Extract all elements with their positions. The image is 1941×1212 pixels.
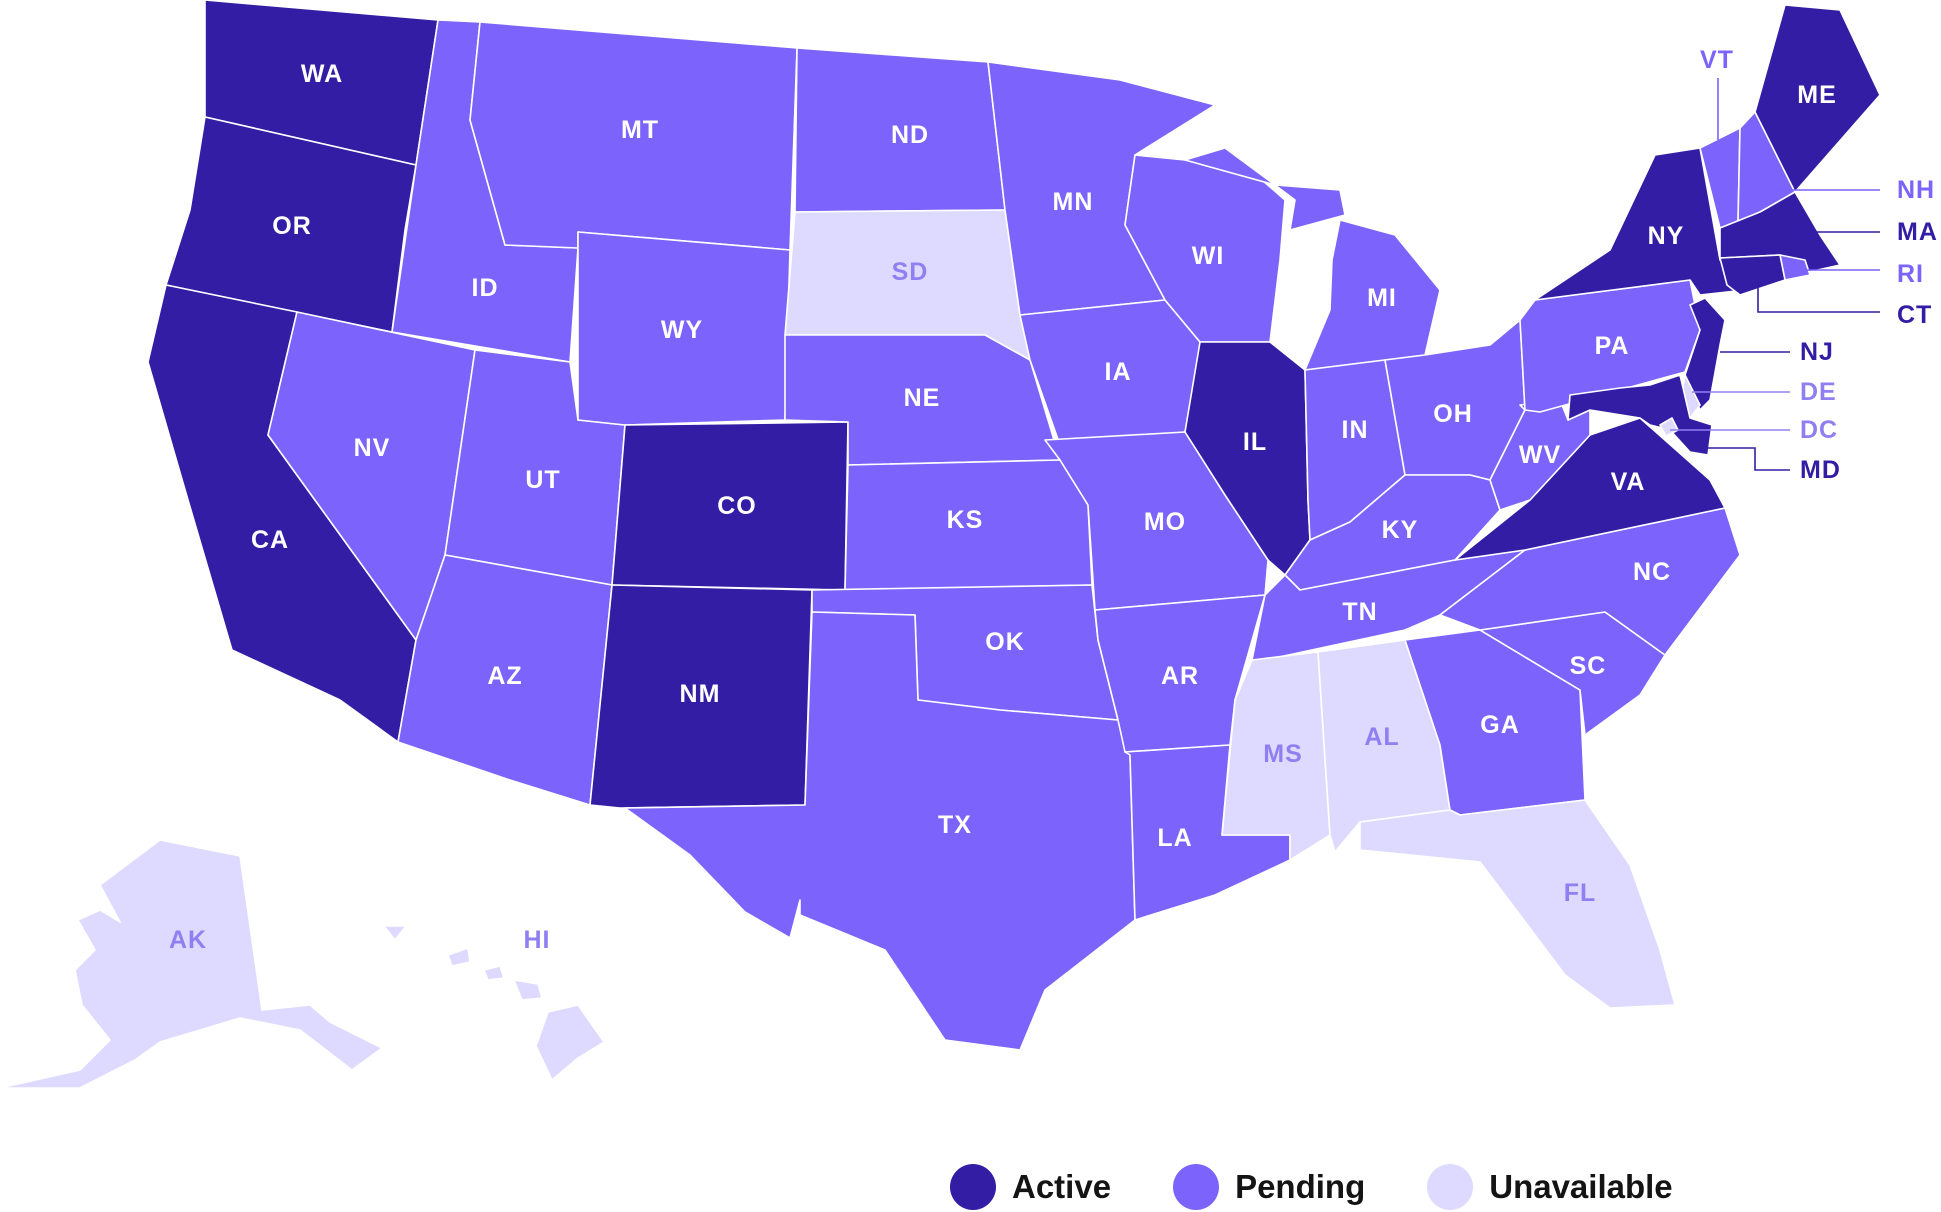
label-az: AZ bbox=[487, 662, 522, 690]
legend-swatch-active bbox=[950, 1164, 996, 1210]
state-me[interactable] bbox=[1754, 4, 1881, 193]
label-co: CO bbox=[717, 492, 757, 520]
state-wy[interactable] bbox=[577, 231, 791, 426]
label-oh: OH bbox=[1433, 400, 1473, 428]
label-ks: KS bbox=[947, 506, 984, 534]
label-ri: RI bbox=[1897, 260, 1924, 288]
label-ny: NY bbox=[1648, 222, 1685, 250]
label-nc: NC bbox=[1633, 558, 1671, 586]
legend-swatch-pending bbox=[1173, 1164, 1220, 1210]
label-ms: MS bbox=[1263, 740, 1303, 768]
label-me: ME bbox=[1797, 81, 1837, 109]
label-hi: HI bbox=[524, 926, 551, 954]
state-ct[interactable] bbox=[1719, 254, 1786, 296]
label-nm: NM bbox=[680, 680, 721, 708]
label-ut: UT bbox=[525, 466, 560, 494]
state-tx[interactable] bbox=[624, 611, 1136, 1051]
label-id: ID bbox=[472, 274, 499, 302]
legend-label-pending: Pending bbox=[1235, 1168, 1366, 1205]
label-il: IL bbox=[1243, 428, 1267, 456]
leader-md bbox=[1700, 447, 1790, 471]
state-ak[interactable] bbox=[0, 839, 383, 1089]
label-in: IN bbox=[1342, 416, 1369, 444]
legend-label-unavailable: Unavailable bbox=[1489, 1168, 1673, 1205]
label-mo: MO bbox=[1144, 508, 1186, 536]
label-sc: SC bbox=[1570, 652, 1607, 680]
label-md: MD bbox=[1800, 456, 1841, 484]
legend-label-active: Active bbox=[1012, 1168, 1112, 1205]
legend: Active Pending Unavailable bbox=[950, 1162, 1735, 1212]
label-wy: WY bbox=[661, 316, 703, 344]
label-de: DE bbox=[1800, 378, 1837, 406]
label-fl: FL bbox=[1564, 879, 1597, 907]
label-nv: NV bbox=[354, 434, 391, 462]
state-tn[interactable] bbox=[1251, 549, 1526, 661]
label-mt: MT bbox=[621, 116, 659, 144]
label-dc: DC bbox=[1800, 416, 1838, 444]
label-nd: ND bbox=[891, 121, 929, 149]
label-la: LA bbox=[1157, 824, 1192, 852]
leader-ct bbox=[1757, 282, 1880, 313]
label-ar: AR bbox=[1161, 662, 1199, 690]
label-va: VA bbox=[1611, 468, 1646, 496]
label-ok: OK bbox=[985, 628, 1025, 656]
label-al: AL bbox=[1364, 723, 1399, 751]
label-ca: CA bbox=[251, 526, 289, 554]
label-ma: MA bbox=[1897, 218, 1938, 246]
label-nj: NJ bbox=[1800, 338, 1834, 366]
label-ct: CT bbox=[1897, 301, 1932, 329]
state-fl[interactable] bbox=[1359, 799, 1676, 1009]
label-ak: AK bbox=[169, 926, 207, 954]
label-pa: PA bbox=[1595, 332, 1630, 360]
label-or: OR bbox=[272, 212, 312, 240]
label-mi: MI bbox=[1367, 284, 1397, 312]
label-sd: SD bbox=[892, 258, 929, 286]
callout-leaders bbox=[1670, 78, 1880, 471]
legend-swatch-unavailable bbox=[1427, 1164, 1474, 1210]
label-ky: KY bbox=[1382, 516, 1419, 544]
label-ne: NE bbox=[904, 384, 941, 412]
label-tx: TX bbox=[938, 811, 972, 839]
label-tn: TN bbox=[1342, 598, 1377, 626]
label-wv: WV bbox=[1519, 441, 1561, 469]
label-ia: IA bbox=[1105, 358, 1132, 386]
state-nj[interactable] bbox=[1684, 297, 1726, 411]
legend-item-active: Active bbox=[950, 1164, 1111, 1210]
label-wa: WA bbox=[301, 60, 343, 88]
state-hi[interactable] bbox=[383, 925, 605, 1081]
label-mn: MN bbox=[1053, 188, 1094, 216]
label-wi: WI bbox=[1192, 242, 1225, 270]
label-vt: VT bbox=[1700, 46, 1734, 74]
label-nh: NH bbox=[1897, 176, 1935, 204]
legend-item-unavailable: Unavailable bbox=[1427, 1164, 1673, 1210]
label-ga: GA bbox=[1480, 711, 1520, 739]
state-md[interactable] bbox=[1567, 374, 1713, 456]
legend-item-pending: Pending bbox=[1173, 1164, 1365, 1210]
